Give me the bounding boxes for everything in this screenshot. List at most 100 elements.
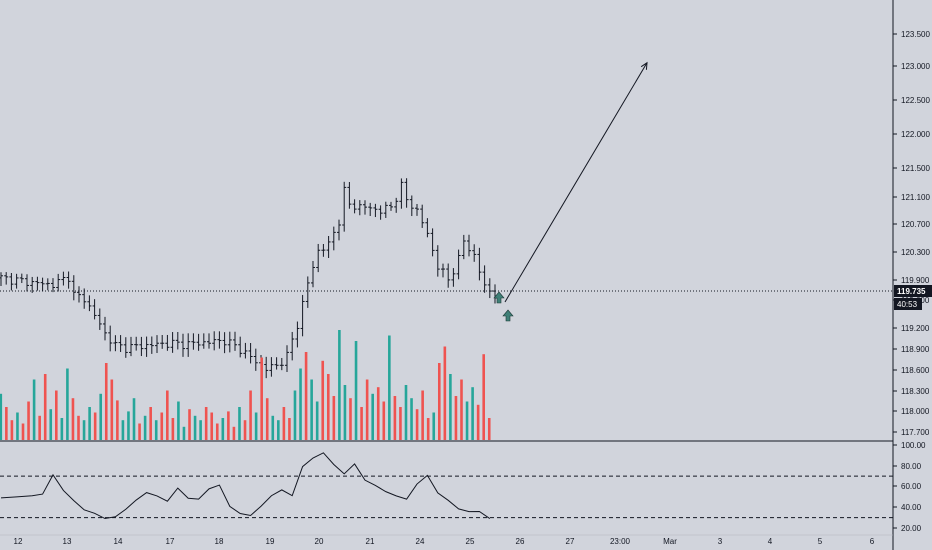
candle bbox=[279, 357, 284, 371]
price-tick-label: 121.500 bbox=[901, 164, 930, 173]
buy-signal-arrow bbox=[493, 291, 505, 304]
candle bbox=[487, 278, 492, 299]
volume-bar bbox=[38, 415, 41, 440]
volume-bar bbox=[71, 398, 75, 440]
volume-bar bbox=[482, 354, 485, 440]
candle bbox=[134, 336, 139, 351]
time-tick-label: 12 bbox=[14, 537, 23, 546]
candle bbox=[420, 204, 425, 228]
candle bbox=[477, 247, 482, 281]
time-tick-label: 21 bbox=[366, 537, 375, 546]
volume-bar bbox=[310, 379, 313, 440]
rsi-tick-label: 60.00 bbox=[901, 482, 922, 491]
price-tick-label: 120.300 bbox=[901, 248, 930, 257]
volume-bar bbox=[243, 420, 247, 440]
volume-bar bbox=[210, 412, 214, 440]
time-tick-label: 18 bbox=[215, 537, 224, 546]
price-tick-label: 117.700 bbox=[901, 428, 930, 437]
volume-bar bbox=[432, 412, 436, 440]
candle bbox=[316, 243, 321, 273]
volume-bar bbox=[321, 360, 325, 440]
candle bbox=[0, 272, 3, 286]
candle bbox=[467, 234, 471, 257]
time-tick-label: 5 bbox=[818, 537, 823, 546]
rsi-tick-label: 80.00 bbox=[901, 462, 922, 471]
price-tick-label: 118.000 bbox=[901, 407, 930, 416]
candle bbox=[129, 336, 133, 357]
candle bbox=[305, 276, 310, 308]
volume-bar bbox=[437, 363, 441, 440]
candle bbox=[321, 243, 326, 257]
volume-bar bbox=[449, 374, 452, 440]
volume-bar bbox=[476, 404, 480, 440]
candle bbox=[383, 201, 388, 218]
candle bbox=[82, 288, 87, 309]
volume-bar bbox=[460, 379, 463, 440]
price-tick-label: 118.900 bbox=[901, 345, 930, 354]
candle bbox=[456, 249, 461, 280]
candle bbox=[357, 200, 362, 216]
candle bbox=[337, 219, 341, 241]
candle bbox=[149, 336, 154, 354]
projection-line bbox=[504, 62, 648, 303]
volume-bar bbox=[182, 426, 186, 440]
volume-bar bbox=[282, 407, 286, 440]
candle bbox=[425, 218, 430, 238]
candle bbox=[311, 261, 315, 288]
volume-bar bbox=[21, 423, 25, 440]
volume-bar bbox=[199, 420, 202, 440]
volume-bar bbox=[388, 335, 391, 440]
candle bbox=[207, 333, 211, 349]
volume-bar bbox=[188, 409, 191, 440]
volume-bar bbox=[60, 418, 64, 440]
volume-bar bbox=[49, 409, 53, 440]
volume-bar bbox=[288, 418, 291, 440]
candle bbox=[378, 205, 383, 220]
rsi-tick-label: 100.00 bbox=[901, 441, 926, 450]
candle bbox=[451, 268, 456, 287]
candle bbox=[415, 203, 419, 216]
price-tick-label: 121.100 bbox=[901, 193, 930, 202]
price-tick-label: 123.000 bbox=[901, 62, 930, 71]
volume-bar bbox=[99, 393, 103, 440]
candle bbox=[77, 286, 81, 303]
candle bbox=[264, 356, 269, 379]
candle bbox=[212, 331, 217, 351]
candle bbox=[71, 275, 76, 301]
volume-bar bbox=[132, 398, 136, 440]
rsi-tick-label: 40.00 bbox=[901, 503, 922, 512]
price-tick-label: 118.600 bbox=[901, 366, 930, 375]
candle bbox=[35, 276, 40, 291]
volume-bar bbox=[299, 368, 302, 440]
volume-bar bbox=[404, 385, 408, 440]
candle bbox=[14, 273, 19, 289]
volume-bar bbox=[104, 363, 108, 440]
candles bbox=[0, 178, 497, 379]
candle bbox=[446, 263, 451, 288]
candle bbox=[19, 273, 24, 284]
volume-bar bbox=[5, 407, 8, 440]
countdown-label: 40:53 bbox=[897, 300, 918, 309]
candle bbox=[409, 195, 414, 217]
price-tick-label: 119.200 bbox=[901, 324, 930, 333]
current-price-label: 119.735 bbox=[897, 287, 926, 296]
up-arrow-icon bbox=[493, 291, 505, 304]
buy-signal-arrow bbox=[502, 309, 514, 322]
volume-bar bbox=[82, 420, 86, 440]
candle bbox=[389, 201, 393, 211]
candle bbox=[295, 321, 300, 348]
volume-bar bbox=[10, 420, 14, 440]
countdown-badge bbox=[894, 298, 922, 310]
candle bbox=[196, 333, 201, 351]
volume-bar bbox=[204, 407, 208, 440]
volume-bar bbox=[93, 412, 97, 440]
volume-bar bbox=[166, 390, 169, 440]
volume-bar bbox=[354, 341, 358, 440]
candle bbox=[233, 331, 237, 351]
candle bbox=[103, 316, 107, 341]
candle bbox=[144, 336, 149, 357]
volume-bar bbox=[143, 415, 147, 440]
volume-bar bbox=[421, 390, 424, 440]
volume-bar bbox=[271, 415, 275, 440]
